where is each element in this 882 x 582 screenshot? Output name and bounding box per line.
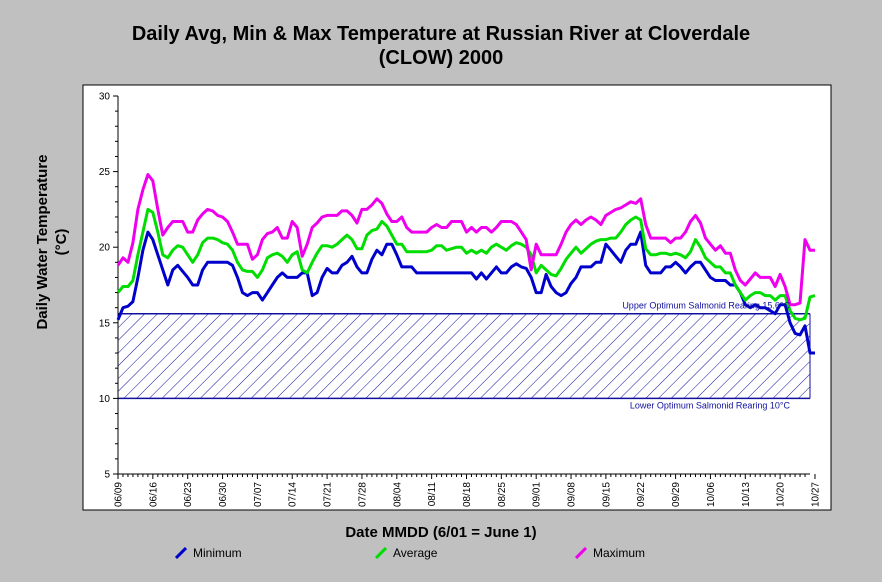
x-tick-label: 06/30: [218, 482, 229, 507]
chart-title-line1: Daily Avg, Min & Max Temperature at Russ…: [131, 23, 751, 45]
plot-background: [82, 84, 832, 511]
x-axis-label: Date MMDD (6/01 = June 1): [345, 524, 537, 541]
optimum-band-hatch: [118, 313, 810, 399]
x-tick-label: 08/11: [427, 482, 438, 507]
series-line-maximum: [116, 173, 815, 307]
legend: Minimum Average Maximum: [0, 546, 882, 566]
upper-optimum-label: Upper Optimum Salmonid Rearing 15.6°C: [622, 301, 790, 311]
x-tick-label: 07/28: [357, 482, 368, 507]
x-tick-label: 08/25: [497, 482, 508, 507]
x-tick-label: 07/14: [288, 482, 299, 507]
x-tick-label: 09/29: [671, 482, 682, 507]
x-tick-label: 07/07: [253, 482, 264, 507]
x-tick-label: 09/22: [636, 482, 647, 507]
legend-label: Minimum: [193, 546, 242, 560]
y-tick-label: 5: [104, 470, 110, 481]
y-tick-label: 10: [99, 394, 111, 405]
x-tick-label: 10/20: [776, 482, 787, 507]
legend-item-maximum: Maximum: [575, 546, 645, 560]
x-tick-label: 08/18: [462, 482, 473, 507]
chart-title-line2: (CLOW) 2000: [378, 47, 504, 69]
x-tick-label: 06/09: [114, 482, 125, 507]
legend-label: Maximum: [593, 546, 646, 560]
y-tick-label: 20: [99, 243, 111, 254]
x-tick-label: 10/06: [706, 482, 717, 507]
y-tick-label: 30: [99, 92, 111, 103]
x-tick-label: 10/27: [810, 482, 821, 507]
y-tick-label: 25: [99, 167, 111, 178]
series-line-minimum: [116, 230, 815, 355]
x-tick-label: 06/16: [148, 482, 159, 507]
x-tick-label: 07/21: [323, 482, 334, 507]
legend-swatch: [575, 547, 587, 559]
x-tick-label: 10/13: [741, 482, 752, 507]
x-tick-label: 09/01: [532, 482, 543, 507]
y-tick-label: 15: [99, 318, 111, 329]
legend-swatch: [175, 547, 187, 559]
x-tick-label: 06/23: [183, 482, 194, 507]
legend-swatch: [375, 547, 387, 559]
lower-optimum-label: Lower Optimum Salmonid Rearing 10°C: [630, 400, 791, 410]
chart-title: Daily Avg, Min & Max Temperature at Russ…: [0, 22, 882, 70]
x-tick-label: 08/04: [392, 482, 403, 507]
legend-item-minimum: Minimum: [175, 546, 242, 560]
legend-label: Average: [393, 546, 438, 560]
x-tick-label: 09/08: [567, 482, 578, 507]
legend-item-average: Average: [375, 546, 437, 560]
series-line-average: [116, 207, 816, 322]
x-tick-label: 09/15: [601, 482, 612, 507]
